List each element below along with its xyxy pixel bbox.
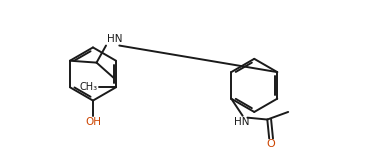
- Text: CH₃: CH₃: [80, 82, 98, 92]
- Text: OH: OH: [85, 117, 101, 127]
- Text: HN: HN: [107, 34, 122, 44]
- Text: HN: HN: [234, 117, 249, 127]
- Text: O: O: [267, 140, 276, 149]
